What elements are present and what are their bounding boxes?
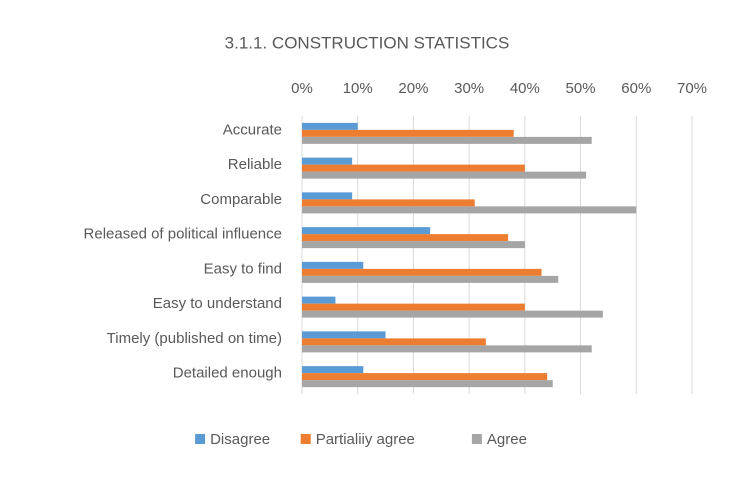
legend-swatch xyxy=(300,434,311,444)
bar xyxy=(302,310,603,318)
bar xyxy=(302,164,525,172)
x-tick-label: 50% xyxy=(566,80,596,97)
y-tick-label: Timely (published on time) xyxy=(107,330,282,347)
bar xyxy=(302,199,475,207)
x-tick-label: 10% xyxy=(343,80,373,97)
x-tick-label: 0% xyxy=(291,80,313,97)
bar xyxy=(302,303,525,311)
y-tick-label: Released of political influence xyxy=(84,226,282,243)
x-tick-label: 40% xyxy=(510,80,540,97)
bar xyxy=(302,380,553,388)
y-tick-label: Detailed enough xyxy=(173,365,282,382)
bar xyxy=(302,122,358,130)
x-tick-label: 70% xyxy=(677,80,707,97)
bar xyxy=(302,275,559,283)
y-tick-label: Accurate xyxy=(223,121,282,138)
y-tick-label: Reliable xyxy=(228,156,282,173)
legend-swatch xyxy=(195,434,206,444)
y-tick-label: Easy to understand xyxy=(153,295,282,312)
bar xyxy=(302,192,353,200)
x-tick-label: 60% xyxy=(621,80,651,97)
legend-label: Disagree xyxy=(210,431,270,448)
x-tick-label: 20% xyxy=(398,80,428,97)
bar xyxy=(302,373,548,381)
bar xyxy=(302,206,637,214)
bar xyxy=(302,366,364,374)
bar xyxy=(302,296,336,304)
legend-label: Agree xyxy=(487,431,527,448)
chart-title: 3.1.1. CONSTRUCTION STATISTICS xyxy=(225,33,510,52)
bar xyxy=(302,241,525,249)
bar xyxy=(302,234,509,242)
bar xyxy=(302,331,386,339)
bar xyxy=(302,171,587,179)
y-tick-label: Comparable xyxy=(200,191,282,208)
bar xyxy=(302,129,514,137)
bar xyxy=(302,345,592,353)
bar xyxy=(302,338,486,346)
y-tick-label: Easy to find xyxy=(204,260,282,277)
bar xyxy=(302,227,431,235)
bar xyxy=(302,157,353,165)
legend-swatch xyxy=(471,434,482,444)
bar xyxy=(302,136,592,144)
legend-label: Partialiiy agree xyxy=(316,431,415,448)
bar xyxy=(302,268,542,276)
bar xyxy=(302,261,364,269)
x-tick-label: 30% xyxy=(454,80,484,97)
